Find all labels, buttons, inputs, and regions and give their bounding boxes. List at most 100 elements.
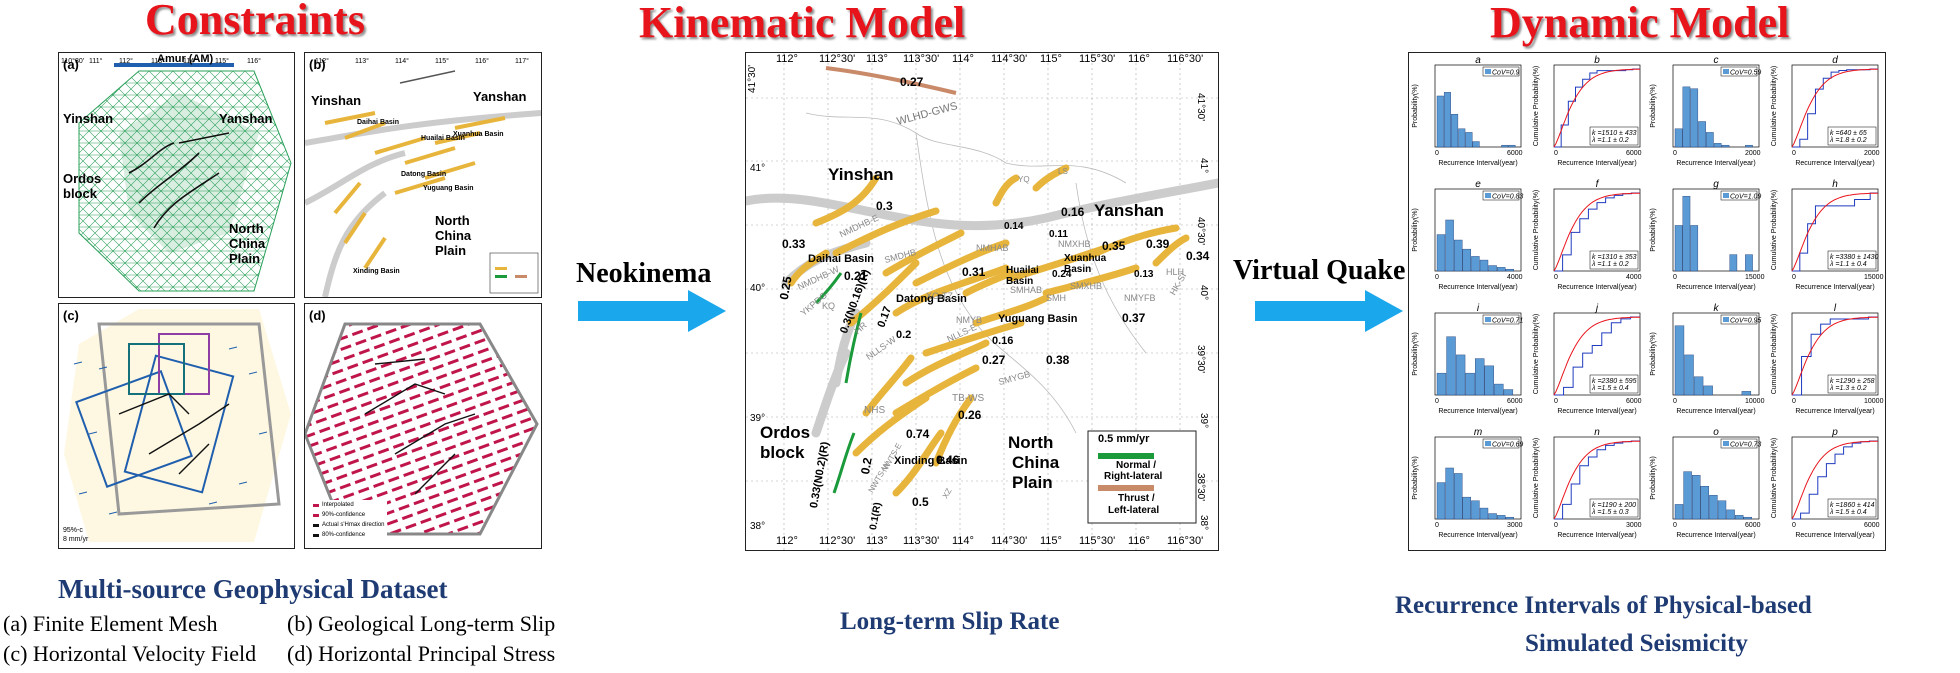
panel-b-north-china-plain-label: North China Plain bbox=[435, 213, 472, 258]
map-north-label: North bbox=[1008, 433, 1054, 452]
panel-b-huailai-basin: Huailai Basin bbox=[421, 135, 465, 142]
hist-bar bbox=[1684, 354, 1694, 396]
cov-label: CoV=0.59 bbox=[1730, 70, 1761, 77]
rate-6: 0.16 bbox=[1061, 205, 1085, 219]
hist-bar bbox=[1674, 128, 1683, 148]
hist-xlabel: Recurrence Interval(year) bbox=[1438, 408, 1517, 415]
weibull-k: k =1860 ± 414 bbox=[1830, 502, 1875, 509]
hist-bar bbox=[1741, 391, 1752, 396]
map-block-label: block bbox=[760, 443, 805, 462]
histogram-a: CoV=0.9 a Probability(%) Recurrence Interva… bbox=[1412, 55, 1523, 167]
cdf-xtick-max: 6000 bbox=[1626, 150, 1642, 157]
hist-bar bbox=[1501, 144, 1509, 148]
hist-bar bbox=[1692, 475, 1701, 520]
rate-15: 0.27 bbox=[982, 353, 1006, 367]
svg-text:115°: 115° bbox=[435, 57, 449, 65]
hist-bar bbox=[1488, 513, 1497, 520]
cdf-weibull-fit bbox=[1791, 68, 1878, 148]
cov-label: CoV=0.83 bbox=[1492, 194, 1523, 201]
lat-tick-40: 40° bbox=[1198, 285, 1209, 301]
right-arrow-left bbox=[578, 290, 726, 332]
panel-b-xuanhua-basin: Xuanhua Basin bbox=[453, 131, 504, 138]
svg-text:117°: 117° bbox=[515, 57, 529, 65]
cdf-xlabel: Recurrence Interval(year) bbox=[1557, 408, 1636, 415]
hist-bar bbox=[1472, 141, 1480, 148]
svg-text:116°: 116° bbox=[247, 57, 261, 65]
rate-3: 0.21 bbox=[844, 269, 868, 283]
hist-bar bbox=[1674, 225, 1683, 272]
hist-bar bbox=[1471, 500, 1480, 520]
panel-b-xinding-basin: Xinding Basin bbox=[353, 268, 400, 275]
lon-tick-114-30-top: 114°30' bbox=[991, 53, 1028, 65]
amur-label: Amur (AM) bbox=[157, 53, 214, 65]
panel-a-finite-element-mesh: 110°30' 111° 112° 113° 114° 115° 116° (a) Amur… bbox=[58, 52, 295, 298]
hist-bar bbox=[1706, 132, 1714, 148]
weibull-k: k =1310 ± 353 bbox=[1592, 254, 1637, 261]
legend-scale: 0.5 mm/yr bbox=[1098, 433, 1150, 445]
rate-21: 0.5 bbox=[912, 495, 929, 509]
hist-xtick-0: 0 bbox=[1435, 274, 1439, 281]
middle-caption: Long-term Slip Rate bbox=[840, 608, 1060, 635]
hist-bar bbox=[1494, 383, 1504, 396]
hist-xlabel: Recurrence Interval(year) bbox=[1438, 532, 1517, 539]
cdf-empirical-curve bbox=[1554, 316, 1640, 396]
lon-tick-112-bottom: 112° bbox=[776, 535, 798, 547]
cdf-weibull-fit bbox=[1791, 440, 1878, 520]
cdf-xtick-0: 0 bbox=[1554, 522, 1558, 529]
left-caption: Multi-source Geophysical Dataset bbox=[58, 574, 448, 604]
velocity-field-map bbox=[59, 304, 294, 548]
lon-tick-112-30-top: 112°30' bbox=[819, 53, 856, 65]
svg-text:113°: 113° bbox=[355, 57, 369, 65]
fault-smxhb: SMXHB bbox=[1070, 281, 1103, 291]
cdf-empirical-curve bbox=[1792, 192, 1878, 272]
rate-26: 0.2 bbox=[896, 329, 912, 341]
hist-title: g bbox=[1713, 179, 1719, 190]
hist-bar bbox=[1703, 385, 1713, 396]
hist-bar bbox=[1436, 95, 1444, 148]
cdf-weibull-fit bbox=[1553, 192, 1640, 272]
hist-ylabel: Probability(%) bbox=[1650, 456, 1657, 500]
fault-nmyb: NMYB bbox=[956, 315, 983, 325]
cdf-xtick-0: 0 bbox=[1792, 274, 1796, 281]
hist-title: c bbox=[1714, 55, 1719, 66]
hist-xtick-max: 15000 bbox=[1745, 274, 1765, 281]
hist-bar bbox=[1682, 196, 1691, 272]
weibull-k: k =1510 ± 433 bbox=[1592, 130, 1637, 137]
hist-bar bbox=[1445, 467, 1454, 520]
hist-bar bbox=[1674, 325, 1685, 396]
hist-bar bbox=[1484, 365, 1494, 396]
map-huailai-basin: Huailai Basin bbox=[1006, 265, 1039, 287]
cdf-ylabel: Cumulative Probability(%) bbox=[1533, 438, 1540, 519]
fault-hlh: HLH bbox=[1166, 267, 1185, 277]
svg-text:111°: 111° bbox=[89, 57, 103, 65]
histogram-i: CoV=0.71 i Probability(%) Recurrence Interv… bbox=[1412, 303, 1523, 415]
panel-a-label: (a) bbox=[63, 57, 79, 72]
weibull-lambda: λ =1.3 ± 0.2 bbox=[1829, 385, 1867, 392]
hist-bar bbox=[1488, 265, 1497, 272]
fault-nmhab: NMHAB bbox=[976, 243, 1009, 253]
cdf-xlabel: Recurrence Interval(year) bbox=[1557, 160, 1636, 167]
hist-bar bbox=[1508, 144, 1516, 148]
cdf-xtick-max: 3000 bbox=[1626, 522, 1642, 529]
virtual-quake-label: Virtual Quake bbox=[1233, 255, 1406, 286]
cdf-xlabel: Recurrence Interval(year) bbox=[1557, 532, 1636, 539]
lat-tick-left-41-30: 41°30' bbox=[747, 64, 758, 93]
lon-tick-116-top: 116° bbox=[1128, 53, 1150, 65]
hist-bar bbox=[1709, 495, 1718, 520]
histogram-m: CoV=0.69 m Probability(%) Recurrence Interv… bbox=[1412, 427, 1523, 539]
fault-smh: SMH bbox=[1046, 293, 1066, 303]
hist-ylabel: Probability(%) bbox=[1650, 208, 1657, 252]
hist-bar bbox=[1436, 234, 1446, 272]
rate-8: 0.11 bbox=[1049, 229, 1068, 240]
hist-bar bbox=[1693, 376, 1704, 396]
panel-d-label: (d) bbox=[309, 308, 326, 323]
hist-bar bbox=[1445, 219, 1454, 272]
kinematic-map: 112° 112°30' 113° 113°30' 114° 114°30' 1… bbox=[745, 52, 1219, 551]
weibull-k: k =2380 ± 595 bbox=[1592, 378, 1637, 385]
map-datong-basin: Datong Basin bbox=[896, 293, 967, 305]
lon-tick-112-top: 112° bbox=[776, 53, 798, 65]
lat-tick-40-30: 40°30' bbox=[1195, 217, 1206, 246]
